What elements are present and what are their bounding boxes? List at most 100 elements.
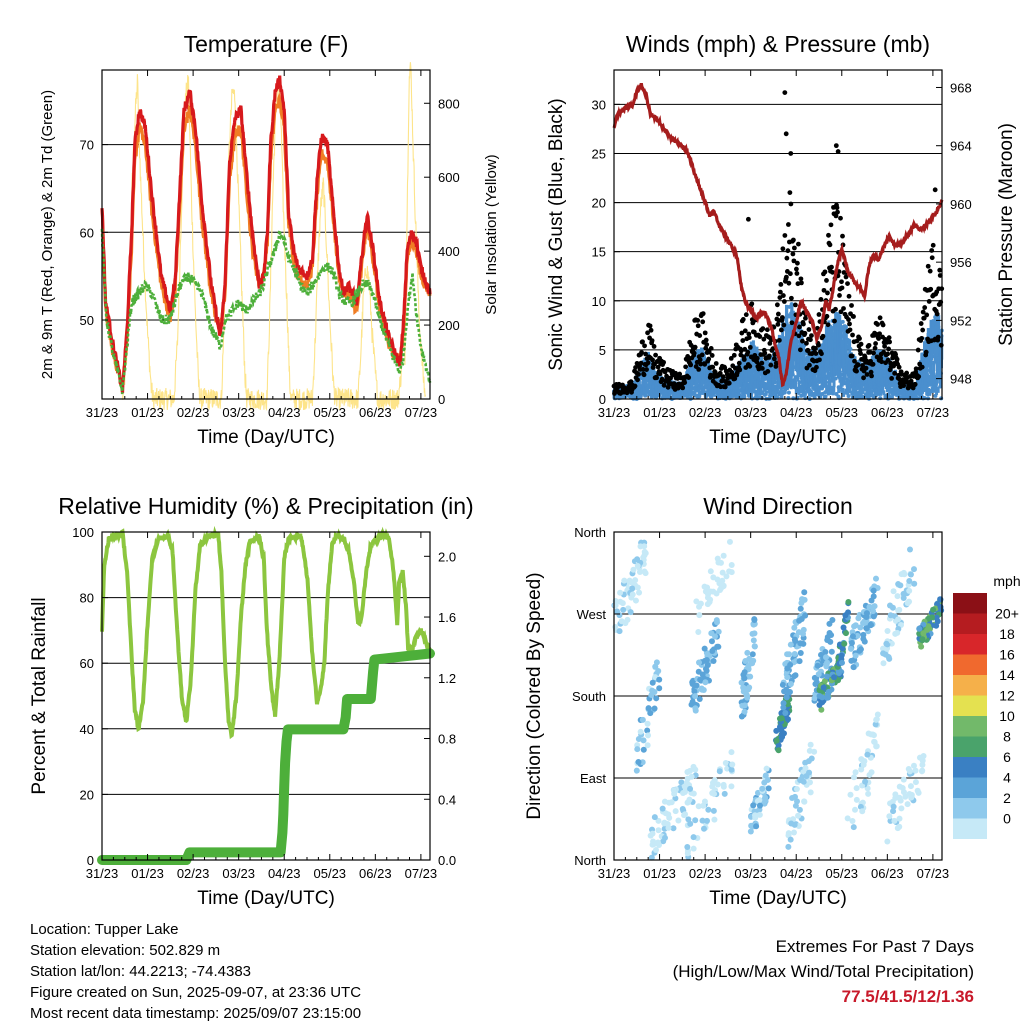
gust-point bbox=[742, 346, 748, 352]
gust-point bbox=[696, 366, 702, 372]
x-tick-label: 06/23 bbox=[359, 866, 392, 881]
direction-point bbox=[633, 767, 640, 774]
direction-point bbox=[842, 612, 849, 619]
gust-point bbox=[919, 335, 925, 341]
wind-point bbox=[779, 395, 784, 400]
gust-point bbox=[855, 362, 861, 368]
direction-point bbox=[634, 584, 641, 591]
wind-point bbox=[719, 390, 723, 396]
direction-point bbox=[850, 664, 857, 671]
direction-point bbox=[791, 624, 798, 631]
direction-point bbox=[853, 785, 860, 792]
wind-point bbox=[827, 373, 831, 385]
gust-point bbox=[775, 311, 781, 317]
wind-point bbox=[919, 376, 923, 387]
direction-point bbox=[882, 651, 889, 658]
gust-point bbox=[835, 209, 840, 215]
extremes-box: Extremes For Past 7 Days (High/Low/Max W… bbox=[673, 934, 974, 1009]
gust-point bbox=[862, 354, 868, 360]
direction-point bbox=[865, 790, 872, 797]
wind-point bbox=[795, 386, 799, 394]
direction-point bbox=[640, 737, 647, 744]
wind-point bbox=[840, 319, 845, 324]
gust-point bbox=[789, 320, 795, 326]
direction-point bbox=[839, 645, 846, 652]
direction-point bbox=[639, 716, 646, 723]
gust-point bbox=[720, 374, 726, 380]
direction-point bbox=[838, 659, 845, 666]
gust-point bbox=[777, 295, 783, 301]
direction-point bbox=[816, 692, 823, 699]
gust-point bbox=[857, 336, 862, 341]
gust-point bbox=[839, 285, 845, 291]
gust-point bbox=[704, 342, 710, 347]
x-tick-label: 02/23 bbox=[177, 866, 210, 881]
direction-point bbox=[797, 650, 804, 657]
gust-point bbox=[787, 271, 793, 277]
direction-point bbox=[665, 824, 672, 831]
y2-axis-label: Station Pressure (Maroon) bbox=[996, 123, 1017, 346]
direction-point bbox=[896, 783, 903, 790]
gust-point bbox=[875, 322, 880, 327]
direction-point bbox=[937, 603, 944, 610]
gust-point bbox=[923, 349, 929, 355]
direction-point bbox=[751, 616, 758, 623]
gust-point bbox=[845, 281, 850, 287]
wind-point bbox=[841, 387, 845, 394]
gust-point bbox=[816, 342, 821, 348]
direction-point bbox=[894, 629, 901, 636]
wind-point bbox=[826, 390, 830, 396]
direction-point bbox=[672, 808, 679, 815]
y2-tick-label: 0 bbox=[438, 392, 445, 407]
gust-point bbox=[703, 337, 709, 343]
y-axis-label: Direction (Colored By Speed) bbox=[524, 572, 545, 819]
gust-point bbox=[813, 346, 818, 351]
direction-point bbox=[634, 556, 641, 563]
speed-colorbar: mph 20+ 18 16 14 12 10 8 6 4 2 0 bbox=[953, 573, 1021, 839]
plot-frame bbox=[101, 531, 431, 861]
wind-point bbox=[933, 376, 937, 387]
y-tick-label: 60 bbox=[80, 225, 94, 240]
x-tick-label: 06/23 bbox=[871, 405, 904, 420]
gust-point bbox=[650, 357, 655, 363]
direction-point bbox=[702, 665, 709, 672]
gust-point bbox=[887, 339, 893, 345]
gust-point bbox=[633, 365, 638, 370]
y-tick-label: 80 bbox=[80, 591, 94, 606]
direction-point bbox=[721, 790, 728, 797]
wind-point bbox=[843, 366, 847, 380]
gust-point bbox=[796, 241, 801, 247]
x-tick-label: 02/23 bbox=[177, 405, 210, 420]
gust-point bbox=[702, 361, 708, 367]
gust-point bbox=[778, 327, 784, 333]
wind-point bbox=[837, 386, 841, 394]
direction-point bbox=[884, 838, 891, 845]
direction-point bbox=[709, 779, 716, 786]
direction-point bbox=[849, 633, 856, 640]
gust-point bbox=[737, 367, 743, 373]
gust-point bbox=[749, 301, 755, 307]
direction-point bbox=[720, 582, 727, 589]
wind-point bbox=[753, 365, 757, 380]
direction-point bbox=[684, 843, 691, 850]
gust-point bbox=[835, 149, 841, 154]
gust-point bbox=[628, 379, 634, 385]
gust-point bbox=[728, 356, 734, 361]
direction-point bbox=[705, 806, 712, 813]
direction-point bbox=[813, 679, 820, 686]
gust-point bbox=[788, 201, 794, 207]
direction-point bbox=[741, 675, 748, 682]
direction-point bbox=[762, 772, 769, 779]
direction-point bbox=[681, 783, 688, 790]
direction-point bbox=[807, 741, 814, 748]
gust-point bbox=[783, 131, 789, 137]
wind-point bbox=[885, 385, 889, 393]
direction-point bbox=[852, 769, 859, 776]
wind-point bbox=[848, 347, 853, 352]
direction-point bbox=[710, 807, 717, 814]
gust-point bbox=[762, 350, 768, 356]
wind-point bbox=[842, 374, 846, 386]
x-tick-label: 03/23 bbox=[222, 866, 255, 881]
direction-point bbox=[906, 577, 913, 584]
direction-point bbox=[716, 768, 723, 775]
